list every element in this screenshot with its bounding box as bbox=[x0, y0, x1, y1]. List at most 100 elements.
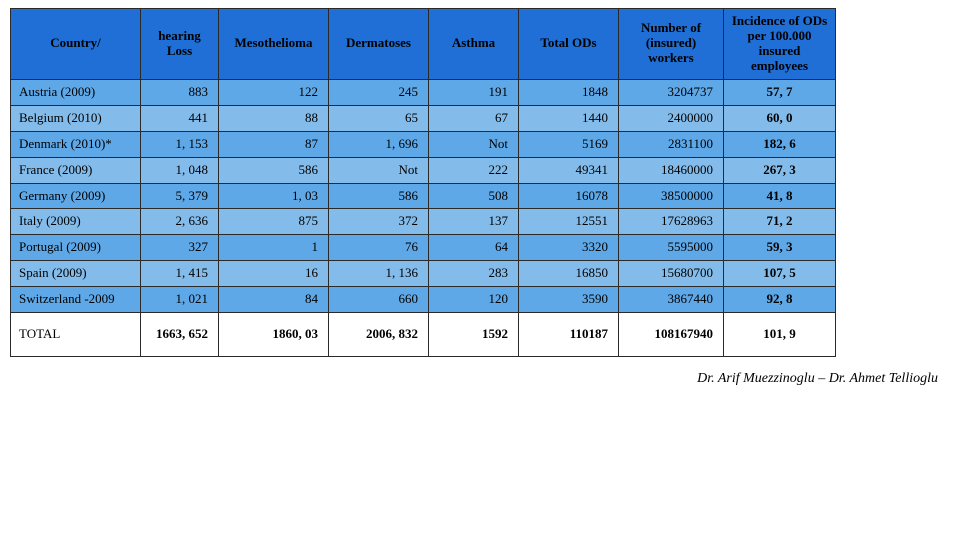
data-cell: 76 bbox=[329, 235, 429, 261]
incidence-cell: 71, 2 bbox=[724, 209, 836, 235]
data-cell: 372 bbox=[329, 209, 429, 235]
incidence-cell: 267, 3 bbox=[724, 157, 836, 183]
country-cell: Belgium (2010) bbox=[11, 105, 141, 131]
incidence-cell: 107, 5 bbox=[724, 261, 836, 287]
footer-credit: Dr. Arif Muezzinoglu – Dr. Ahmet Telliog… bbox=[0, 357, 960, 387]
data-cell: 17628963 bbox=[619, 209, 724, 235]
data-cell: 660 bbox=[329, 287, 429, 313]
data-cell: 327 bbox=[141, 235, 219, 261]
country-cell: Spain (2009) bbox=[11, 261, 141, 287]
data-cell: 87 bbox=[219, 131, 329, 157]
data-cell: 508 bbox=[429, 183, 519, 209]
col-header-2: Mesothelioma bbox=[219, 9, 329, 80]
data-cell: 1, 021 bbox=[141, 287, 219, 313]
incidence-cell: 57, 7 bbox=[724, 79, 836, 105]
data-cell: 5169 bbox=[519, 131, 619, 157]
col-header-1: hearing Loss bbox=[141, 9, 219, 80]
data-cell: 12551 bbox=[519, 209, 619, 235]
incidence-cell: 41, 8 bbox=[724, 183, 836, 209]
col-header-0: Country/ bbox=[11, 9, 141, 80]
data-cell: 441 bbox=[141, 105, 219, 131]
col-header-7: Incidence of ODs per 100.000 insured emp… bbox=[724, 9, 836, 80]
data-cell: 3204737 bbox=[619, 79, 724, 105]
data-cell: 16 bbox=[219, 261, 329, 287]
header-row: Country/hearing LossMesotheliomaDermatos… bbox=[11, 9, 960, 80]
table-row: Spain (2009)1, 415161, 13628316850156807… bbox=[11, 261, 960, 287]
data-cell: 122 bbox=[219, 79, 329, 105]
data-cell: 15680700 bbox=[619, 261, 724, 287]
data-cell: 88 bbox=[219, 105, 329, 131]
data-cell: 2, 636 bbox=[141, 209, 219, 235]
col-header-3: Dermatoses bbox=[329, 9, 429, 80]
data-cell: 38500000 bbox=[619, 183, 724, 209]
od-table: Country/hearing LossMesotheliomaDermatos… bbox=[10, 8, 960, 357]
incidence-cell: 59, 3 bbox=[724, 235, 836, 261]
data-cell: Not bbox=[429, 131, 519, 157]
country-cell: Italy (2009) bbox=[11, 209, 141, 235]
country-cell: Germany (2009) bbox=[11, 183, 141, 209]
data-cell: 3867440 bbox=[619, 287, 724, 313]
data-cell: 586 bbox=[329, 183, 429, 209]
total-row: TOTAL1663, 6521860, 032006, 832159211018… bbox=[11, 313, 960, 357]
table-container: Country/hearing LossMesotheliomaDermatos… bbox=[0, 0, 960, 357]
total-cell: 1592 bbox=[429, 313, 519, 357]
data-cell: 1440 bbox=[519, 105, 619, 131]
country-cell: Denmark (2010)* bbox=[11, 131, 141, 157]
data-cell: 18460000 bbox=[619, 157, 724, 183]
table-row: Austria (2009)8831222451911848320473757,… bbox=[11, 79, 960, 105]
incidence-cell: 92, 8 bbox=[724, 287, 836, 313]
data-cell: 191 bbox=[429, 79, 519, 105]
data-cell: 1, 696 bbox=[329, 131, 429, 157]
data-cell: 120 bbox=[429, 287, 519, 313]
country-cell: Portugal (2009) bbox=[11, 235, 141, 261]
table-row: Switzerland -20091, 02184660120359038674… bbox=[11, 287, 960, 313]
country-cell: Switzerland -2009 bbox=[11, 287, 141, 313]
incidence-cell: 182, 6 bbox=[724, 131, 836, 157]
data-cell: 16078 bbox=[519, 183, 619, 209]
table-row: Germany (2009)5, 3791, 03586508160783850… bbox=[11, 183, 960, 209]
data-cell: 65 bbox=[329, 105, 429, 131]
data-cell: 137 bbox=[429, 209, 519, 235]
data-cell: 222 bbox=[429, 157, 519, 183]
col-header-6: Number of (insured) workers bbox=[619, 9, 724, 80]
total-cell: 108167940 bbox=[619, 313, 724, 357]
data-cell: 245 bbox=[329, 79, 429, 105]
data-cell: 84 bbox=[219, 287, 329, 313]
data-cell: 2400000 bbox=[619, 105, 724, 131]
country-cell: Austria (2009) bbox=[11, 79, 141, 105]
data-cell: 1, 048 bbox=[141, 157, 219, 183]
total-cell: 2006, 832 bbox=[329, 313, 429, 357]
table-row: Italy (2009)2, 6368753721371255117628963… bbox=[11, 209, 960, 235]
country-cell: France (2009) bbox=[11, 157, 141, 183]
total-cell: 1860, 03 bbox=[219, 313, 329, 357]
data-cell: 1, 153 bbox=[141, 131, 219, 157]
total-incidence: 101, 9 bbox=[724, 313, 836, 357]
data-cell: 49341 bbox=[519, 157, 619, 183]
data-cell: 1, 136 bbox=[329, 261, 429, 287]
total-label: TOTAL bbox=[11, 313, 141, 357]
table-row: Denmark (2010)*1, 153871, 696Not51692831… bbox=[11, 131, 960, 157]
data-cell: 1, 415 bbox=[141, 261, 219, 287]
data-cell: 5, 379 bbox=[141, 183, 219, 209]
data-cell: 3320 bbox=[519, 235, 619, 261]
total-cell: 1663, 652 bbox=[141, 313, 219, 357]
data-cell: 1, 03 bbox=[219, 183, 329, 209]
data-cell: 875 bbox=[219, 209, 329, 235]
data-cell: 3590 bbox=[519, 287, 619, 313]
table-head: Country/hearing LossMesotheliomaDermatos… bbox=[11, 9, 960, 80]
data-cell: 1 bbox=[219, 235, 329, 261]
col-header-4: Asthma bbox=[429, 9, 519, 80]
data-cell: 283 bbox=[429, 261, 519, 287]
incidence-cell: 60, 0 bbox=[724, 105, 836, 131]
data-cell: Not bbox=[329, 157, 429, 183]
table-row: France (2009)1, 048586Not222493411846000… bbox=[11, 157, 960, 183]
data-cell: 586 bbox=[219, 157, 329, 183]
data-cell: 1848 bbox=[519, 79, 619, 105]
data-cell: 883 bbox=[141, 79, 219, 105]
data-cell: 67 bbox=[429, 105, 519, 131]
table-body: Austria (2009)8831222451911848320473757,… bbox=[11, 79, 960, 356]
data-cell: 64 bbox=[429, 235, 519, 261]
data-cell: 5595000 bbox=[619, 235, 724, 261]
table-row: Portugal (2009)327176643320559500059, 3 bbox=[11, 235, 960, 261]
total-cell: 110187 bbox=[519, 313, 619, 357]
